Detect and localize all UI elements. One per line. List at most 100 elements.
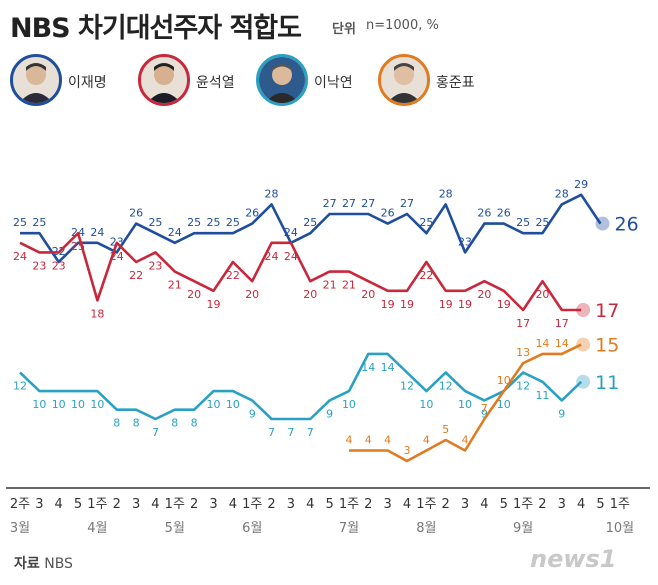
data-label-lee-jaemyung: 25: [226, 216, 240, 229]
data-label-yoon-sukyeol: 23: [148, 259, 162, 272]
data-label-lee-nakyeon: 10: [458, 398, 472, 411]
data-label-yoon-sukyeol: 20: [187, 288, 201, 301]
month-label: 3월: [10, 521, 30, 536]
data-label-lee-jaemyung: 26: [129, 207, 143, 220]
data-label-yoon-sukyeol: 18: [90, 307, 104, 320]
data-label-lee-jaemyung: 28: [555, 187, 569, 200]
data-label-lee-nakyeon: 12: [400, 380, 414, 393]
series-line-lee-jaemyung: [20, 193, 602, 264]
x-tick-label: 4: [306, 497, 314, 512]
data-label-lee-nakyeon: 9: [481, 407, 488, 420]
data-label-yoon-sukyeol: 22: [226, 269, 240, 282]
month-label: 6월: [242, 521, 262, 536]
x-tick-label: 3: [461, 497, 469, 512]
x-tick-label: 3: [384, 497, 392, 512]
x-tick-label: 2: [364, 497, 372, 512]
data-label-yoon-sukyeol: 17: [555, 317, 569, 330]
data-label-lee-nakyeon: 14: [381, 361, 395, 374]
data-label-hong-joonpyo: 4: [462, 434, 469, 447]
news1-logo: news1: [530, 545, 617, 573]
data-label-lee-jaemyung: 25: [187, 216, 201, 229]
data-label-yoon-sukyeol: 20: [361, 288, 375, 301]
x-tick-label: 2: [113, 497, 121, 512]
data-label-lee-jaemyung: 25: [516, 216, 530, 229]
data-label-lee-jaemyung: 28: [265, 187, 279, 200]
x-tick-label: 3: [35, 497, 43, 512]
data-label-yoon-sukyeol: 21: [168, 279, 182, 292]
data-label-lee-jaemyung: 27: [342, 197, 356, 210]
data-label-lee-jaemyung: 26: [497, 207, 511, 220]
data-label-hong-joonpyo: 10: [497, 374, 511, 387]
data-label-lee-nakyeon: 10: [52, 398, 66, 411]
month-label: 9월: [513, 521, 533, 536]
data-label-lee-jaemyung: 27: [323, 197, 337, 210]
series-end-marker-lee-jaemyung: [595, 216, 610, 231]
source-value: NBS: [44, 556, 73, 572]
data-label-lee-nakyeon: 10: [71, 398, 85, 411]
data-label-hong-joonpyo: 13: [516, 346, 530, 359]
data-label-lee-nakyeon: 10: [497, 398, 511, 411]
data-label-lee-nakyeon: 12: [13, 380, 27, 393]
series-end-label-lee-nakyeon: 11: [595, 372, 619, 394]
data-label-yoon-sukyeol: 19: [458, 298, 472, 311]
data-label-lee-nakyeon: 9: [326, 407, 333, 420]
data-label-lee-jaemyung: 23: [458, 235, 472, 248]
legend-name: 이낙연: [314, 75, 353, 91]
data-label-hong-joonpyo: 4: [345, 434, 352, 447]
data-label-lee-jaemyung: 26: [245, 207, 259, 220]
chart-title: NBS 차기대선주자 적합도: [10, 13, 302, 44]
x-tick-label: 1주: [513, 497, 533, 512]
unit-label: 단위: [332, 22, 356, 37]
series-line-lee-nakyeon: [19, 352, 583, 421]
legend-name: 이재명: [68, 75, 107, 91]
series-line-hong-joonpyo: [349, 343, 582, 463]
source-label: 자료: [14, 556, 40, 572]
x-tick-label: 2: [538, 497, 546, 512]
data-label-hong-joonpyo: 4: [365, 434, 372, 447]
data-label-lee-nakyeon: 8: [171, 417, 178, 430]
data-label-lee-jaemyung: 25: [303, 216, 317, 229]
x-tick-label: 5: [74, 497, 82, 512]
x-tick-label: 2: [442, 497, 450, 512]
data-label-lee-nakyeon: 8: [191, 417, 198, 430]
data-label-lee-jaemyung: 25: [13, 216, 27, 229]
data-label-yoon-sukyeol: 19: [207, 298, 221, 311]
x-tick-label: 2주: [10, 497, 30, 512]
data-label-hong-joonpyo: 5: [442, 423, 449, 436]
x-tick-label: 3: [209, 497, 217, 512]
month-label: 10월: [606, 521, 635, 536]
source-note: 자료 NBS: [14, 553, 73, 573]
x-tick-label: 4: [577, 497, 585, 512]
data-label-lee-jaemyung: 28: [439, 187, 453, 200]
data-label-lee-jaemyung: 27: [400, 197, 414, 210]
unit-value: n=1000, %: [366, 18, 439, 33]
x-tick-label: 1주: [165, 497, 185, 512]
data-label-lee-nakyeon: 7: [287, 426, 294, 439]
series-end-label-hong-joonpyo: 15: [595, 335, 619, 357]
data-label-yoon-sukyeol: 20: [303, 288, 317, 301]
data-label-lee-jaemyung: 26: [477, 207, 491, 220]
data-label-hong-joonpyo: 4: [384, 434, 391, 447]
month-label: 8월: [416, 521, 436, 536]
portrait-yoon-sukyeol: [138, 54, 190, 106]
data-label-yoon-sukyeol: 25: [71, 240, 85, 253]
legend-name: 홍준표: [436, 75, 475, 91]
data-label-hong-joonpyo: 4: [423, 434, 430, 447]
portrait-hong-joonpyo: [378, 54, 430, 106]
data-label-lee-nakyeon: 10: [90, 398, 104, 411]
series-end-marker-yoon-sukyeol: [576, 303, 591, 317]
x-tick-label: 4: [55, 497, 63, 512]
series-line-yoon-sukyeol: [19, 231, 582, 312]
data-label-yoon-sukyeol: 19: [400, 298, 414, 311]
x-tick-label: 1주: [242, 497, 262, 512]
data-label-lee-jaemyung: 29: [574, 178, 588, 191]
legend-name: 윤석열: [196, 75, 235, 91]
x-tick-label: 4: [480, 497, 488, 512]
x-tick-label: 1주: [416, 497, 436, 512]
month-label: 5월: [165, 521, 185, 536]
data-label-yoon-sukyeol: 19: [497, 298, 511, 311]
x-tick-label: 5: [596, 497, 604, 512]
data-label-lee-nakyeon: 10: [342, 398, 356, 411]
x-tick-label: 4: [229, 497, 237, 512]
